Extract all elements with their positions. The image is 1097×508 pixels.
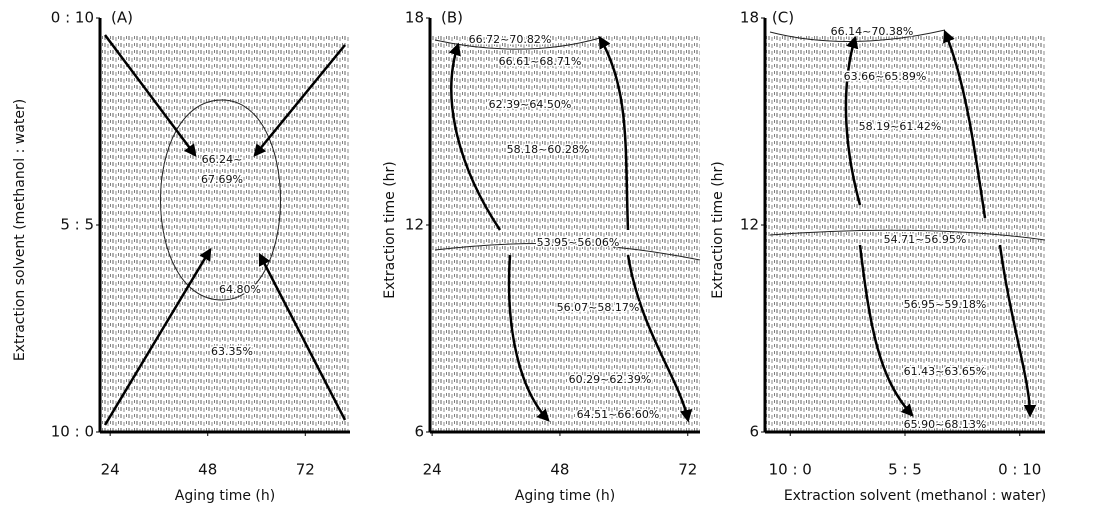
y-tick-label: 6: [749, 423, 759, 441]
region-label: 65.90~68.13%: [904, 418, 987, 431]
region-label: 64.51~66.60%: [577, 408, 660, 421]
y-tick-label: 10 : 0: [51, 423, 94, 441]
y-tick-label: 18: [405, 9, 424, 27]
x-tick-label: 5 : 5: [888, 461, 922, 479]
arrow: [507, 254, 550, 422]
arrow: [598, 35, 630, 231]
contour-line: [769, 229, 1046, 241]
region-label: 56.07~58.17%: [557, 301, 640, 314]
arrow: [253, 44, 346, 157]
y-tick-label: 6: [414, 423, 424, 441]
hatched-surface: [765, 35, 1045, 432]
x-tick-label: 72: [678, 461, 697, 479]
arrow: [448, 42, 502, 231]
region-label: 66.72~70.82%: [469, 33, 552, 46]
arrow: [258, 252, 347, 421]
arrow: [858, 244, 914, 417]
region-label: 58.18~60.28%: [507, 143, 590, 156]
x-axis-label: Aging time (h): [175, 488, 275, 504]
panel-label: (C): [772, 9, 794, 27]
x-tick-label: 10 : 0: [769, 461, 812, 479]
region-label: 66.61~68.71%: [499, 55, 582, 68]
arrow: [844, 35, 862, 206]
x-tick-label: 48: [550, 461, 569, 479]
region-label: 54.71~56.95%: [884, 233, 967, 246]
y-tick-label: 5 : 5: [60, 216, 94, 234]
arrow: [626, 254, 693, 423]
x-tick-label: 48: [198, 461, 217, 479]
arrow: [103, 247, 212, 426]
region-label: 62.39~64.50%: [489, 98, 572, 111]
region-label: 53.95~56.06%: [537, 236, 620, 249]
region-label: 58.19~61.42%: [859, 120, 942, 133]
region-label: 66.24~: [202, 153, 243, 166]
hatched-surface: [430, 35, 700, 432]
contour-line: [434, 242, 701, 261]
panel-label: (A): [111, 9, 133, 27]
panel-label: (B): [441, 9, 463, 27]
x-axis-label: Aging time (h): [515, 488, 615, 504]
arrow: [104, 34, 197, 157]
y-tick-label: 12: [740, 216, 759, 234]
y-axis-label: Extraction time (hr): [382, 161, 398, 299]
arrow: [943, 29, 987, 219]
y-tick-label: 12: [405, 216, 424, 234]
y-tick-label: 0 : 10: [51, 9, 94, 27]
region-label: 64.80%: [219, 283, 261, 296]
region-label: 61.43~63.65%: [904, 365, 987, 378]
y-axis-label: Extraction time (hr): [710, 161, 726, 299]
region-label: 67.69%: [201, 173, 243, 186]
contour-line: [160, 99, 281, 301]
y-tick-label: 18: [740, 9, 759, 27]
x-tick-label: 24: [101, 461, 120, 479]
region-label: 63.66~65.89%: [844, 70, 927, 83]
x-tick-label: 72: [296, 461, 315, 479]
region-label: 60.29~62.39%: [569, 373, 652, 386]
x-axis-label: Extraction solvent (methanol : water): [784, 488, 1046, 504]
x-tick-label: 0 : 10: [998, 461, 1041, 479]
region-label: 66.14~70.38%: [831, 25, 914, 38]
y-axis-label: Extraction solvent (methanol : water): [12, 99, 28, 361]
region-label: 63.35%: [211, 345, 253, 358]
region-label: 56.95~59.18%: [904, 298, 987, 311]
x-tick-label: 24: [423, 461, 442, 479]
arrow: [998, 244, 1037, 418]
